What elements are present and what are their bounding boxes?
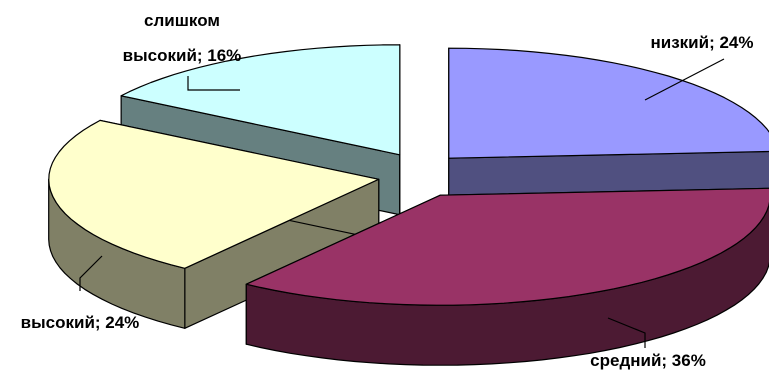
leader-lines [79, 58, 725, 348]
slice-medium-top [245, 187, 769, 306]
leader-line-too-high [187, 76, 240, 91]
labels-layer: низкий; 24% средний; 36% высокий; 24% сл… [21, 11, 754, 370]
leader-line-low [644, 58, 725, 101]
slices-layer [48, 44, 769, 366]
slice-high [48, 119, 380, 329]
leader-line-medium [607, 317, 646, 348]
slice-low-top [448, 47, 769, 159]
slice-label-too-high-line1: слишком [144, 11, 220, 30]
slice-label-too-high-line2: высокий; 16% [123, 46, 242, 65]
leader-line-high [79, 255, 103, 291]
slice-label-high: высокий; 24% [21, 313, 140, 332]
slice-label-low: низкий; 24% [651, 33, 754, 52]
slice-label-medium: средний; 36% [590, 351, 706, 370]
slice-medium [245, 187, 769, 366]
slice-high-top [48, 119, 380, 269]
slice-too-high-top [120, 44, 401, 156]
